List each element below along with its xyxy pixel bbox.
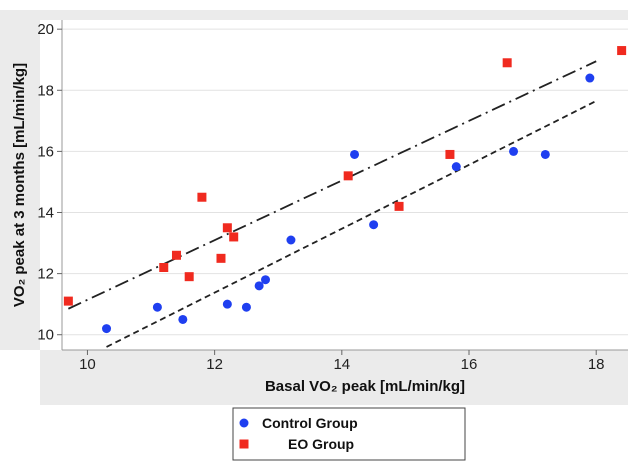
- eo-point: [184, 272, 194, 282]
- x-tick-label: 14: [333, 356, 350, 373]
- control-point: [286, 235, 296, 245]
- y-axis-title: VO₂ peak at 3 months [mL/min/kg]: [11, 63, 28, 307]
- eo-point: [216, 253, 226, 263]
- eo-point: [343, 171, 353, 181]
- x-tick-label: 18: [588, 356, 605, 373]
- legend-box: [232, 407, 466, 461]
- eo-point: [445, 149, 455, 159]
- grid-lines: [62, 28, 628, 336]
- y-tick-label: 10: [37, 327, 54, 344]
- y-tick-label: 16: [37, 143, 54, 160]
- legend-eo-marker: [239, 439, 249, 449]
- eo-point: [502, 58, 512, 68]
- control-point: [222, 299, 232, 309]
- x-axis-title: Basal VO₂ peak [mL/min/kg]: [265, 378, 465, 395]
- fit-line-control: [106, 100, 597, 348]
- x-tick-label: 16: [461, 356, 478, 373]
- y-axis-band: [0, 10, 40, 350]
- legend: Control Group EO Group: [232, 407, 466, 461]
- control-point: [102, 324, 112, 334]
- eo-point: [171, 250, 181, 260]
- plot-area: [62, 20, 628, 350]
- eo-point: [222, 223, 232, 233]
- y-tick-label: 14: [37, 205, 54, 222]
- control-point: [369, 220, 379, 230]
- control-point: [540, 149, 550, 159]
- control-point: [350, 149, 360, 159]
- eo-point: [159, 263, 169, 272]
- x-tick-label: 12: [206, 356, 223, 373]
- eo-point: [229, 232, 239, 242]
- control-point: [152, 302, 162, 312]
- control-point: [178, 314, 188, 324]
- fit-lines: [67, 60, 597, 348]
- control-point: [241, 302, 251, 312]
- x-axis-band: [40, 350, 628, 405]
- eo-point: [63, 296, 73, 306]
- control-point: [261, 275, 271, 285]
- x-tick-label: 10: [79, 356, 96, 373]
- data-points: [63, 46, 627, 334]
- y-tick-label: 12: [37, 266, 54, 283]
- control-point: [451, 162, 461, 172]
- control-point: [585, 73, 595, 83]
- y-axis-ticks: 10 12 14 16 18 20: [37, 21, 62, 344]
- legend-control-label: Control Group: [262, 415, 358, 431]
- eo-point: [197, 192, 207, 202]
- control-point: [254, 281, 264, 291]
- legend-eo-label: EO Group: [288, 436, 354, 452]
- eo-point: [394, 201, 404, 211]
- y-tick-label: 18: [37, 82, 54, 99]
- y-tick-label: 20: [37, 21, 54, 38]
- control-point: [509, 146, 519, 156]
- top-band: [40, 10, 628, 20]
- fit-line-eo: [67, 60, 597, 310]
- x-axis-ticks: 10 12 14 16 18: [79, 350, 605, 373]
- legend-control-marker: [239, 418, 249, 428]
- eo-point: [617, 46, 627, 56]
